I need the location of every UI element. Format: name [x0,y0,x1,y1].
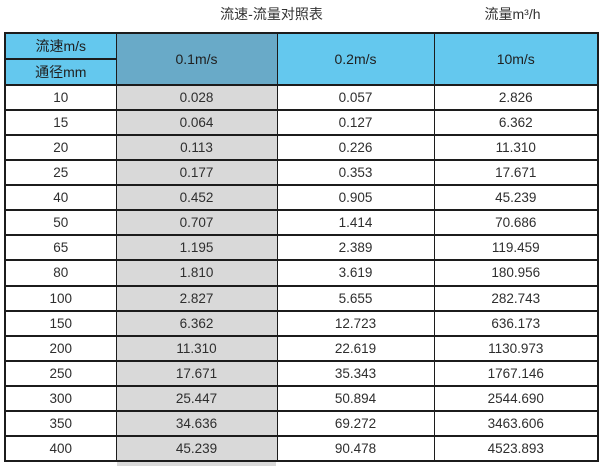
header-diameter-label: 通径mm [4,58,117,86]
diameter-cell: 200 [4,334,117,362]
diameter-cell: 10 [4,83,117,112]
header-row-diameter: 通径mm [4,58,598,86]
flow-value-0-1ms: 2.827 [115,284,278,312]
flow-value-10ms: 1130.973 [433,334,599,362]
flow-value-0-2ms: 5.655 [276,284,435,312]
flow-value-10ms: 11.310 [433,134,599,162]
table-row: 350 34.636 69.272 3463.606 [4,409,599,437]
flow-value-0-2ms: 0.905 [276,184,435,212]
diameter-cell: 40 [4,184,117,212]
flow-value-0-2ms: 90.478 [276,434,435,463]
flow-unit-caption: 流量m³/h [484,6,541,22]
flow-value-0-2ms: 0.127 [276,109,435,137]
diameter-cell: 65 [4,234,117,262]
table-row: 25 0.177 0.353 17.671 [4,159,599,187]
flow-value-10ms: 2.826 [433,83,599,112]
header-col-10ms: 10m/s [433,32,599,86]
flow-value-10ms: 282.743 [433,284,599,312]
flow-value-0-2ms: 69.272 [276,409,435,437]
diameter-cell: 100 [4,284,117,312]
table-row: 300 25.447 50.894 2544.690 [4,384,599,412]
table-row: 400 45.239 90.478 4523.893 [4,434,599,463]
flow-value-0-2ms: 0.057 [276,83,435,112]
flow-value-10ms: 180.956 [433,259,599,287]
flow-value-10ms: 1767.146 [433,359,599,387]
table-row: 15 0.064 0.127 6.362 [4,109,599,137]
diameter-cell: 250 [4,359,117,387]
table-row: 100 2.827 5.655 282.743 [4,284,599,312]
table-row: 20 0.113 0.226 11.310 [4,134,599,162]
table-title: 流速-流量对照表 [220,6,323,22]
flow-value-0-2ms: 12.723 [276,309,435,337]
flow-value-0-2ms: 22.619 [276,334,435,362]
diameter-cell: 25 [4,159,117,187]
table-row: 10 0.028 0.057 2.826 [4,83,599,112]
flow-value-0-1ms: 25.447 [115,384,278,412]
flow-value-0-2ms: 35.343 [276,359,435,387]
table-row: 65 1.195 2.389 119.459 [4,234,599,262]
flow-rate-table: 流速m/s 0.1m/s 0.2m/s 10m/s 通径mm 10 0.028 … [4,32,599,463]
diameter-cell: 20 [4,134,117,162]
flow-value-0-1ms: 11.310 [115,334,278,362]
table-body: 10 0.028 0.057 2.826 15 0.064 0.127 6.36… [4,83,599,463]
header-col-0-1ms: 0.1m/s [115,32,278,86]
flow-value-0-1ms: 1.810 [115,259,278,287]
table-row: 50 0.707 1.414 70.686 [4,209,599,237]
flow-value-0-1ms: 0.028 [115,83,278,112]
flow-value-0-1ms: 0.707 [115,209,278,237]
flow-value-0-1ms: 45.239 [115,434,278,463]
flow-value-0-2ms: 0.353 [276,159,435,187]
flow-value-10ms: 6.362 [433,109,599,137]
flow-value-0-1ms: 17.671 [115,359,278,387]
flow-value-10ms: 3463.606 [433,409,599,437]
header-col-0-2ms: 0.2m/s [276,32,435,86]
flow-value-10ms: 119.459 [433,234,599,262]
flow-value-10ms: 45.239 [433,184,599,212]
flow-value-0-1ms: 1.195 [115,234,278,262]
flow-value-10ms: 636.173 [433,309,599,337]
table-row: 150 6.362 12.723 636.173 [4,309,599,337]
diameter-cell: 300 [4,384,117,412]
flow-value-10ms: 2544.690 [433,384,599,412]
table-row: 200 11.310 22.619 1130.973 [4,334,599,362]
table-row: 40 0.452 0.905 45.239 [4,184,599,212]
table-row: 250 17.671 35.343 1767.146 [4,359,599,387]
diameter-cell: 350 [4,409,117,437]
diameter-cell: 400 [4,434,117,463]
flow-value-0-2ms: 3.619 [276,259,435,287]
gray-column-overhang [117,462,276,466]
flow-value-0-1ms: 0.452 [115,184,278,212]
flow-value-0-2ms: 2.389 [276,234,435,262]
table-header: 流速m/s 0.1m/s 0.2m/s 10m/s 通径mm [4,32,599,86]
flow-value-10ms: 4523.893 [433,434,599,463]
header-velocity-label: 流速m/s [4,32,117,60]
header-row-velocity: 流速m/s 0.1m/s 0.2m/s 10m/s [4,32,599,86]
table-row: 80 1.810 3.619 180.956 [4,259,599,287]
flow-value-10ms: 17.671 [433,159,599,187]
diameter-cell: 80 [4,259,117,287]
flow-value-0-1ms: 0.064 [115,109,278,137]
flow-value-0-1ms: 0.177 [115,159,278,187]
diameter-cell: 50 [4,209,117,237]
flow-value-10ms: 70.686 [433,209,599,237]
diameter-cell: 150 [4,309,117,337]
diameter-cell: 15 [4,109,117,137]
flow-value-0-2ms: 0.226 [276,134,435,162]
caption-row: 流速-流量对照表 流量m³/h [0,4,600,28]
flow-value-0-2ms: 50.894 [276,384,435,412]
flow-value-0-1ms: 0.113 [115,134,278,162]
flow-value-0-1ms: 34.636 [115,409,278,437]
flow-value-0-1ms: 6.362 [115,309,278,337]
flow-value-0-2ms: 1.414 [276,209,435,237]
